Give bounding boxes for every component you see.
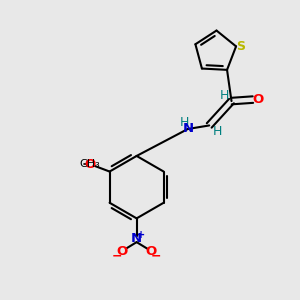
Text: O: O [145,244,157,258]
Text: CH₃: CH₃ [79,159,100,169]
Text: O: O [253,93,264,106]
Text: +: + [137,230,146,240]
Text: −: − [112,249,122,262]
Text: O: O [117,244,128,258]
Text: H: H [180,116,190,129]
Text: N: N [131,232,142,245]
Text: H: H [219,88,229,102]
Text: −: − [151,249,161,262]
Text: O: O [85,158,96,171]
Text: N: N [183,122,194,135]
Text: S: S [237,40,246,53]
Text: H: H [213,125,222,139]
